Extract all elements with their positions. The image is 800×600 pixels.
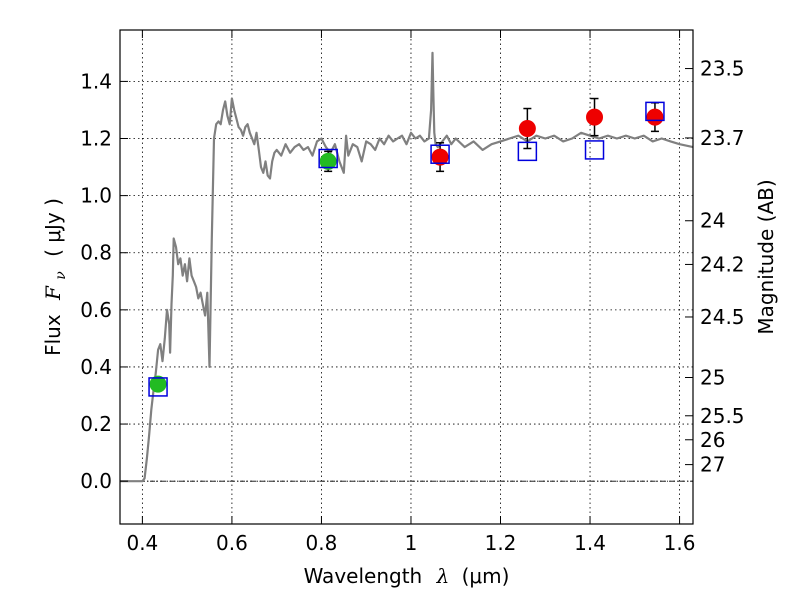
observed-photometry-point — [646, 108, 664, 126]
y-tick-label: 1.0 — [80, 184, 112, 208]
y2-tick-label: 26 — [700, 428, 725, 452]
y2-tick-label: 23.5 — [700, 57, 745, 81]
y2-tick-label: 23.7 — [700, 126, 745, 150]
observed-photometry-point — [149, 375, 167, 393]
model-spectrum — [120, 51, 694, 483]
y-tick-label: 0.0 — [80, 469, 112, 493]
y-tick-label: 1.2 — [80, 127, 112, 151]
y-tick-label: 1.4 — [80, 69, 112, 93]
y2-tick-label: 27 — [700, 453, 725, 477]
observed-photometry-point — [518, 120, 536, 138]
x-tick-label: 1.4 — [574, 531, 606, 555]
y-tick-label: 0.8 — [80, 241, 112, 265]
photometry-points — [148, 97, 665, 397]
axis-ticks: 0.4 0.6 0.8 1 1.2 1.4 1.6 0.0 0.2 0.4 0.6 0.8 1.0 1.2… — [80, 30, 745, 555]
observed-photometry-point — [586, 108, 604, 126]
y2-tick-label: 24.5 — [700, 305, 745, 329]
model-photometry-square — [645, 101, 665, 122]
plot-frame — [119, 29, 694, 525]
y2-axis-label: Magnitude (AB) — [754, 179, 778, 334]
y2-tick-label: 24.2 — [700, 252, 745, 276]
model-photometry-square — [517, 141, 538, 162]
model-photometry-square — [430, 144, 450, 164]
y2-tick-label: 25 — [700, 366, 725, 390]
y2-tick-label: 25.5 — [700, 404, 745, 428]
x-tick-label: 0.6 — [216, 531, 248, 555]
observed-photometry-point — [431, 148, 449, 166]
observed-photometry-point — [319, 152, 337, 170]
y-tick-label: 0.2 — [80, 412, 112, 436]
x-tick-label: 1.6 — [664, 531, 696, 555]
x-tick-label: 0.4 — [126, 531, 158, 555]
model-photometry-square — [584, 140, 605, 160]
y2-tick-label: 24 — [700, 209, 725, 233]
x-tick-label: 1 — [405, 531, 418, 555]
y-axis-label: Flux F ν ( μJy ) — [41, 198, 70, 356]
y-tick-label: 0.4 — [80, 355, 112, 379]
x-tick-label: 1.2 — [485, 531, 517, 555]
x-axis-label: Wavelength λ (μm) — [304, 564, 510, 588]
model-photometry-square — [318, 148, 338, 169]
y-tick-label: 0.6 — [80, 298, 112, 322]
x-tick-label: 0.8 — [306, 531, 338, 555]
model-spectrum-line — [120, 51, 694, 483]
model-photometry-square — [148, 377, 168, 397]
